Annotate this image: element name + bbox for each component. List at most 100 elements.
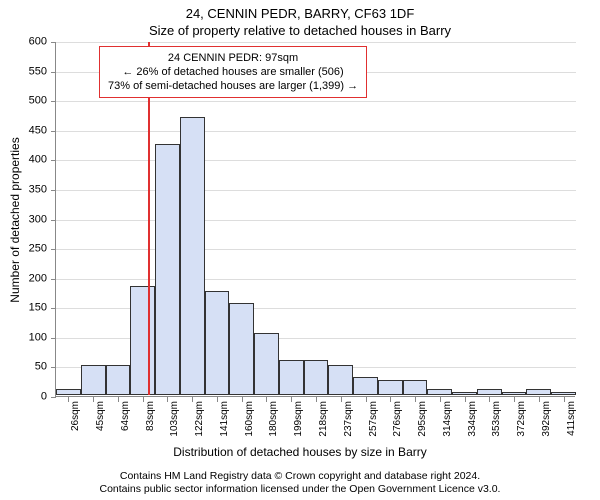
histogram-bar (229, 303, 254, 395)
grid-line (56, 190, 576, 191)
histogram-bar (452, 392, 477, 395)
histogram-bar (526, 389, 551, 395)
histogram-bar (279, 360, 304, 396)
y-tick (51, 220, 56, 221)
y-tick-label: 0 (7, 392, 47, 403)
x-tick-label: 218sqm (319, 401, 329, 437)
attribution-line2: Contains public sector information licen… (0, 483, 600, 496)
y-tick (51, 308, 56, 309)
histogram-bar (427, 389, 452, 395)
y-tick-label: 250 (7, 244, 47, 255)
x-tick-label: 257sqm (369, 401, 379, 437)
y-tick (51, 42, 56, 43)
y-tick (51, 160, 56, 161)
attribution-line1: Contains HM Land Registry data © Crown c… (0, 470, 600, 483)
histogram-bar (155, 144, 180, 395)
x-tick (143, 397, 144, 402)
histogram-bar (205, 291, 230, 395)
attribution-text: Contains HM Land Registry data © Crown c… (0, 470, 600, 496)
x-tick-label: 103sqm (170, 401, 180, 437)
x-tick-label: 314sqm (443, 401, 453, 437)
histogram-bar (106, 365, 131, 395)
x-tick-label: 64sqm (121, 401, 131, 431)
x-tick (118, 397, 119, 402)
plot-area: 05010015020025030035040045050055060026sq… (55, 42, 575, 397)
y-tick-label: 100 (7, 332, 47, 343)
grid-line (56, 279, 576, 280)
x-tick (465, 397, 466, 402)
annotation-line: ← 26% of detached houses are smaller (50… (108, 65, 358, 79)
y-tick-label: 600 (7, 37, 47, 48)
grid-line (56, 249, 576, 250)
x-tick-label: 372sqm (517, 401, 527, 437)
x-tick (440, 397, 441, 402)
y-tick (51, 72, 56, 73)
y-tick-label: 400 (7, 155, 47, 166)
plot-rect: 05010015020025030035040045050055060026sq… (55, 42, 575, 397)
x-tick-label: 295sqm (418, 401, 428, 437)
x-tick-label: 45sqm (96, 401, 106, 431)
x-tick (539, 397, 540, 402)
histogram-bar (551, 392, 576, 395)
x-tick-label: 26sqm (71, 401, 81, 431)
x-tick-label: 83sqm (146, 401, 156, 431)
x-tick (514, 397, 515, 402)
histogram-bar (180, 117, 205, 395)
y-tick-label: 300 (7, 214, 47, 225)
y-tick (51, 279, 56, 280)
y-tick (51, 367, 56, 368)
x-tick-label: 276sqm (393, 401, 403, 437)
y-tick-label: 450 (7, 125, 47, 136)
histogram-bar (353, 377, 378, 395)
histogram-bar (56, 389, 81, 395)
x-tick (366, 397, 367, 402)
x-axis-label: Distribution of detached houses by size … (0, 445, 600, 459)
y-tick (51, 249, 56, 250)
histogram-bar (130, 286, 155, 395)
annotation-line: 24 CENNIN PEDR: 97sqm (108, 51, 358, 65)
x-tick (564, 397, 565, 402)
histogram-bar (502, 392, 527, 395)
histogram-bar (477, 389, 502, 395)
histogram-bar (81, 365, 106, 395)
histogram-bar (328, 365, 353, 395)
histogram-bar (378, 380, 403, 395)
y-tick-label: 350 (7, 184, 47, 195)
histogram-bar (403, 380, 428, 395)
grid-line (56, 131, 576, 132)
y-tick (51, 131, 56, 132)
x-tick-label: 353sqm (492, 401, 502, 437)
histogram-bar (254, 333, 279, 395)
x-tick-label: 334sqm (468, 401, 478, 437)
annotation-box: 24 CENNIN PEDR: 97sqm← 26% of detached h… (99, 46, 367, 98)
grid-line (56, 101, 576, 102)
histogram-bar (304, 360, 329, 396)
x-tick (316, 397, 317, 402)
y-tick (51, 397, 56, 398)
x-tick (217, 397, 218, 402)
grid-line (56, 220, 576, 221)
x-tick-label: 141sqm (220, 401, 230, 437)
x-tick-label: 160sqm (245, 401, 255, 437)
chart-title-line1: 24, CENNIN PEDR, BARRY, CF63 1DF (0, 0, 600, 21)
x-tick-label: 411sqm (567, 401, 577, 436)
x-tick-label: 199sqm (294, 401, 304, 437)
x-tick (341, 397, 342, 402)
x-tick-label: 392sqm (542, 401, 552, 437)
x-tick-label: 122sqm (195, 401, 205, 437)
chart-title-line2: Size of property relative to detached ho… (0, 23, 600, 38)
y-tick (51, 190, 56, 191)
x-tick-label: 237sqm (344, 401, 354, 437)
grid-line (56, 42, 576, 43)
y-tick-label: 50 (7, 362, 47, 373)
x-tick-label: 180sqm (269, 401, 279, 437)
y-tick-label: 150 (7, 303, 47, 314)
chart-container: 24, CENNIN PEDR, BARRY, CF63 1DF Size of… (0, 0, 600, 500)
grid-line (56, 160, 576, 161)
x-tick (242, 397, 243, 402)
y-tick (51, 101, 56, 102)
y-tick-label: 550 (7, 66, 47, 77)
y-tick-label: 200 (7, 273, 47, 284)
x-tick (93, 397, 94, 402)
y-tick-label: 500 (7, 96, 47, 107)
